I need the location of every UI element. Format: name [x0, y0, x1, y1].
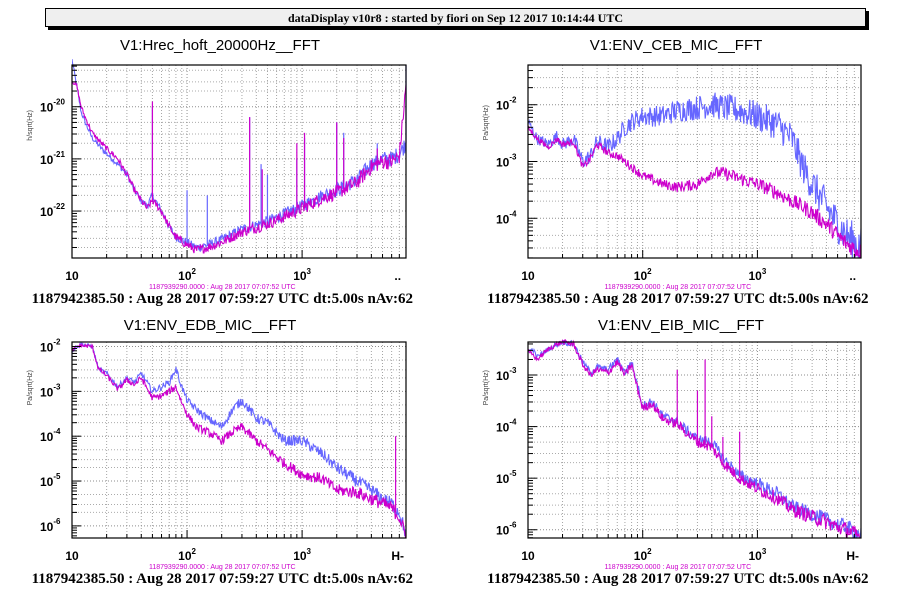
- plot-panel-eib-mic: V1:ENV_EIB_MIC__FFT Pa/sqrt(Hz) 10 102 103 H-…: [483, 317, 869, 587]
- y-tick-label: 10-5: [40, 472, 61, 489]
- x-tick-exponent: 2: [647, 267, 652, 276]
- y-tick-label: 10-4: [40, 427, 61, 444]
- y-tick-exponent: -3: [509, 366, 517, 375]
- y-tick-label: 10-21: [40, 150, 65, 167]
- footer-timestamp: 1187942385.50 : Aug 28 2017 07:59:27 UTC…: [32, 571, 413, 587]
- plot-frame: [71, 341, 407, 539]
- x-tick-exponent: 3: [762, 267, 767, 276]
- plot-area: [72, 65, 406, 258]
- x-tick-exponent: 3: [307, 547, 312, 556]
- x-tick-label: 103: [749, 547, 767, 563]
- series-reference: [528, 339, 862, 538]
- reference-timestamp: 1187939290.0000 : Aug 28 2017 07:07:52 U…: [149, 564, 296, 571]
- x-tick-label: 103: [749, 267, 767, 283]
- y-tick-label: 10-2: [40, 337, 61, 354]
- reference-timestamp: 1187939290.0000 : Aug 28 2017 07:07:52 U…: [605, 284, 752, 291]
- y-tick-exponent: -6: [509, 521, 517, 530]
- y-tick-label: 10-6: [40, 517, 61, 534]
- y-tick-label: 10-3: [496, 153, 517, 170]
- x-tick-label: 10: [65, 269, 79, 283]
- grid: [528, 64, 861, 259]
- reference-timestamp: 1187939290.0000 : Aug 28 2017 07:07:52 U…: [605, 564, 752, 571]
- plot-area: [528, 65, 861, 258]
- y-tick-exponent: -3: [53, 382, 61, 391]
- x-tick-label: 10: [65, 549, 79, 563]
- y-tick-label: 10-3: [40, 382, 61, 399]
- y-axis-label: Pa/sqrt(Hz): [483, 370, 490, 405]
- x-tick-label: 10: [521, 549, 535, 563]
- series-line: [72, 80, 407, 254]
- plot-panel-ceb-mic: V1:ENV_CEB_MIC__FFT Pa/sqrt(Hz) 10 102 103..…: [483, 37, 869, 307]
- y-tick-exponent: -2: [509, 96, 517, 105]
- reference-timestamp: 1187939290.0000 : Aug 28 2017 07:07:52 U…: [149, 284, 296, 291]
- plot-title: V1:Hrec_hoft_20000Hz__FFT: [120, 37, 320, 54]
- footer-timestamp: 1187942385.50 : Aug 28 2017 07:59:27 UTC…: [32, 291, 413, 307]
- y-tick-exponent: -22: [53, 202, 65, 211]
- y-tick-exponent: -3: [509, 153, 517, 162]
- x-tick-exponent: 2: [192, 547, 197, 556]
- y-tick-exponent: -2: [53, 337, 61, 346]
- plot-panel-edb-mic: V1:ENV_EDB_MIC__FFT Pa/sqrt(Hz) 10 102 103 H-…: [27, 317, 413, 587]
- series-line: [528, 126, 862, 258]
- x-tick-label: 102: [634, 267, 652, 283]
- series-reference: [72, 342, 407, 538]
- y-tick-label: 10-22: [40, 202, 65, 219]
- y-tick-exponent: -20: [53, 98, 65, 107]
- plot-title: V1:ENV_CEB_MIC__FFT: [590, 37, 763, 54]
- header-title: dataDisplay v10r8 : started by fiori on …: [288, 11, 623, 25]
- x-tick-label: 102: [178, 547, 196, 563]
- x-tick-exponent: 3: [307, 267, 312, 276]
- plot-panel-hrec: V1:Hrec_hoft_20000Hz__FFT h/sqrt(Hz) 10 102…: [27, 37, 413, 307]
- y-tick-exponent: -6: [53, 517, 61, 526]
- y-tick-label: 10-4: [496, 418, 517, 435]
- y-tick-label: 10-4: [496, 209, 517, 226]
- x-tick-label: ..: [849, 269, 856, 283]
- y-tick-label: 10-2: [496, 96, 517, 113]
- y-tick-label: 10-6: [496, 521, 517, 538]
- footer-timestamp: 1187942385.50 : Aug 28 2017 07:59:27 UTC…: [487, 571, 868, 587]
- y-axis-label: Pa/sqrt(Hz): [27, 370, 34, 405]
- x-tick-label: 102: [178, 267, 196, 283]
- x-tick-label: 103: [293, 547, 311, 563]
- x-tick-label: H-: [391, 549, 404, 563]
- x-tick-label: 102: [634, 547, 652, 563]
- series-current: [528, 339, 862, 538]
- x-tick-exponent: 2: [647, 547, 652, 556]
- y-tick-label: 10-3: [496, 366, 517, 383]
- window-header: dataDisplay v10r8 : started by fiori on …: [45, 8, 866, 27]
- series-reference: [72, 80, 407, 254]
- series-line: [528, 339, 862, 538]
- series-reference: [528, 126, 862, 258]
- x-tick-label: ..: [394, 269, 401, 283]
- y-tick-exponent: -4: [509, 209, 517, 218]
- series-line: [72, 342, 407, 538]
- x-tick-label: 103: [293, 267, 311, 283]
- y-tick-label: 10-5: [496, 469, 517, 486]
- x-tick-exponent: 2: [192, 267, 197, 276]
- plot-frame: [527, 341, 862, 539]
- y-tick-exponent: -21: [53, 150, 65, 159]
- y-tick-exponent: -4: [509, 418, 517, 427]
- plot-title: V1:ENV_EDB_MIC__FFT: [124, 317, 297, 334]
- footer-timestamp: 1187942385.50 : Aug 28 2017 07:59:27 UTC…: [487, 291, 868, 307]
- y-axis-label: h/sqrt(Hz): [27, 110, 34, 141]
- plot-area: [72, 342, 406, 538]
- x-tick-exponent: 3: [762, 547, 767, 556]
- x-tick-label: 10: [521, 269, 535, 283]
- x-tick-label: H-: [846, 549, 859, 563]
- y-tick-exponent: -5: [509, 469, 517, 478]
- y-axis-label: Pa/sqrt(Hz): [483, 105, 490, 140]
- plot-area: [528, 342, 861, 538]
- y-tick-exponent: -4: [53, 427, 61, 436]
- y-tick-label: 10-20: [40, 98, 65, 115]
- y-tick-exponent: -5: [53, 472, 61, 481]
- plot-title: V1:ENV_EIB_MIC__FFT: [598, 317, 764, 334]
- series-line: [528, 339, 862, 538]
